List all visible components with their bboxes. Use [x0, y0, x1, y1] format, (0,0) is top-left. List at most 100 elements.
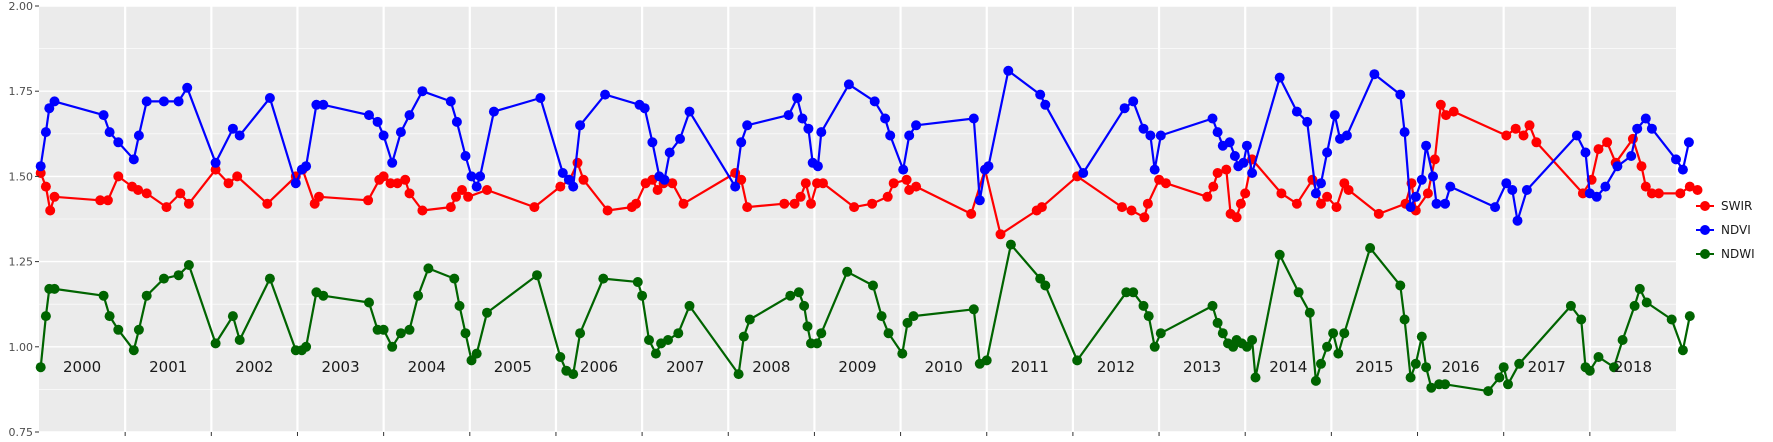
- data-point-ndwi: [1250, 372, 1261, 383]
- data-point-swir: [1501, 130, 1512, 141]
- data-point-ndvi: [1149, 164, 1160, 175]
- data-point-ndwi: [471, 348, 482, 359]
- data-point-swir: [102, 195, 113, 206]
- data-point-swir: [133, 185, 144, 195]
- data-point-ndvi: [141, 96, 152, 107]
- year-label: 2001: [149, 358, 187, 376]
- data-point-ndwi: [404, 324, 415, 335]
- data-point-ndwi: [897, 348, 908, 359]
- data-point-ndwi: [1416, 331, 1427, 342]
- data-point-ndwi: [802, 321, 813, 332]
- data-point-ndvi: [1119, 103, 1130, 114]
- data-point-ndvi: [675, 133, 685, 144]
- year-label: 2018: [1614, 358, 1652, 376]
- data-point-ndwi: [1677, 345, 1688, 356]
- data-point-swir: [1602, 137, 1613, 148]
- data-point-ndwi: [1155, 328, 1166, 339]
- data-point-ndwi: [1405, 372, 1416, 383]
- data-point-ndwi: [908, 311, 919, 322]
- data-point-swir: [45, 205, 56, 216]
- data-point-ndwi: [210, 338, 221, 349]
- series-swir: [35, 99, 1703, 240]
- data-point-ndvi: [730, 181, 741, 192]
- data-point-ndwi: [301, 341, 312, 352]
- data-point-ndwi: [364, 297, 374, 308]
- data-point-ndwi: [598, 273, 609, 284]
- data-point-ndwi: [1666, 314, 1677, 325]
- x-axis-ticks: [124, 432, 1591, 436]
- data-point-ndvi: [1416, 174, 1427, 185]
- data-point-swir: [1510, 123, 1521, 134]
- data-point-ndvi: [417, 86, 428, 97]
- data-point-ndvi: [264, 93, 275, 103]
- data-point-ndwi: [1641, 297, 1652, 308]
- data-point-swir: [463, 191, 474, 202]
- data-point-ndwi: [785, 290, 796, 301]
- data-point-ndvi: [98, 110, 109, 121]
- data-point-ndwi: [1339, 328, 1350, 339]
- data-point-swir: [161, 202, 172, 213]
- year-label: 2008: [752, 358, 790, 376]
- data-point-ndwi: [632, 277, 643, 287]
- year-label: 2007: [666, 358, 704, 376]
- data-point-ndwi: [1121, 287, 1132, 298]
- data-point-ndvi: [1640, 113, 1651, 124]
- data-point-ndwi: [482, 307, 492, 318]
- year-label: 2010: [925, 358, 963, 376]
- data-point-ndvi: [1421, 140, 1432, 151]
- year-label: 2006: [580, 358, 618, 376]
- data-point-ndvi: [1445, 181, 1456, 192]
- data-point-ndvi: [983, 161, 994, 172]
- data-point-swir: [1276, 188, 1287, 199]
- data-point-swir: [457, 185, 467, 195]
- y-tick-label: 1.25: [9, 256, 34, 269]
- data-point-ndvi: [1399, 127, 1410, 138]
- data-point-ndwi: [842, 266, 853, 277]
- data-point-ndvi: [1591, 191, 1602, 202]
- data-point-ndwi: [673, 328, 684, 339]
- data-point-ndvi: [372, 116, 383, 127]
- data-point-swir: [385, 178, 396, 189]
- data-point-ndwi: [868, 280, 878, 291]
- data-point-ndwi: [1514, 358, 1525, 369]
- data-point-ndvi: [535, 93, 546, 103]
- data-point-ndvi: [1247, 168, 1258, 178]
- data-point-swir: [882, 191, 893, 202]
- data-point-ndwi: [1128, 287, 1139, 298]
- data-point-ndvi: [1003, 65, 1014, 76]
- data-point-ndwi: [1421, 362, 1432, 373]
- data-point-ndwi: [264, 273, 275, 284]
- data-point-ndvi: [1329, 110, 1340, 121]
- data-point-swir: [1208, 181, 1219, 192]
- data-point-swir: [1117, 202, 1127, 213]
- data-point-ndwi: [1503, 379, 1513, 390]
- data-point-ndwi: [98, 290, 109, 301]
- year-label: 2003: [321, 358, 359, 376]
- data-point-ndwi: [141, 290, 152, 301]
- data-point-swir: [1139, 212, 1150, 223]
- y-tick-label: 0.75: [9, 426, 34, 439]
- data-point-swir: [911, 181, 922, 192]
- data-point-ndvi: [1440, 198, 1451, 209]
- data-point-ndvi: [898, 164, 909, 175]
- data-point-ndwi: [318, 290, 329, 301]
- data-point-ndvi: [1683, 137, 1694, 148]
- data-point-ndwi: [1684, 311, 1695, 322]
- data-point-ndwi: [1005, 239, 1016, 250]
- data-point-ndvi: [557, 168, 568, 178]
- data-point-ndvi: [1238, 157, 1249, 168]
- data-point-ndvi: [488, 106, 499, 117]
- data-point-swir: [867, 198, 878, 209]
- data-point-ndwi: [1322, 341, 1333, 352]
- data-point-ndvi: [475, 171, 486, 182]
- data-point-swir: [1307, 174, 1318, 185]
- data-point-swir: [1675, 188, 1686, 199]
- data-point-swir: [1577, 188, 1588, 199]
- data-point-ndwi: [460, 328, 471, 339]
- data-point-swir: [404, 188, 415, 199]
- data-point-swir: [400, 174, 411, 185]
- data-point-ndwi: [1634, 283, 1645, 294]
- data-point-ndwi: [1207, 300, 1218, 311]
- data-point-ndvi: [113, 137, 124, 148]
- data-point-ndvi: [104, 127, 115, 138]
